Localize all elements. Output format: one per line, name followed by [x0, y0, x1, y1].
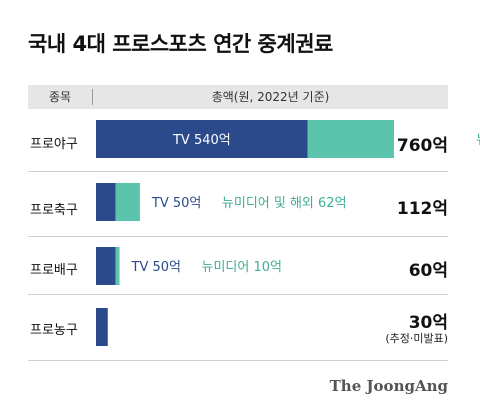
total-label-soccer: 112억 — [396, 199, 448, 219]
header-category: 종목 — [48, 90, 72, 104]
chart-title: 국내 4대 프로스포츠 연간 중계권료 — [28, 32, 333, 56]
row-label-soccer: 프로축구 — [30, 203, 78, 218]
total-label-baseball: 760억 — [396, 136, 448, 156]
header-divider — [92, 89, 93, 105]
total-label-basketball: 30억 — [408, 313, 448, 333]
row-label-basketball: 프로농구 — [30, 323, 78, 338]
tv-bar-baseball — [96, 120, 308, 158]
new-media-value-label-volleyball: 뉴미디어 10억 — [202, 260, 282, 275]
total-label-volleyball: 60억 — [408, 261, 448, 281]
new-media-value-label-soccer: 뉴미디어 및 해외 62억 — [222, 196, 347, 211]
tv-bar-basketball — [96, 308, 108, 346]
row-divider — [28, 171, 448, 172]
new-media-value-label-baseball: 뉴미디어 220억 — [476, 133, 480, 148]
row-label-volleyball: 프로배구 — [30, 263, 78, 278]
table-header: 종목 총액(원, 2022년 기준) — [28, 85, 448, 109]
new-media-bar-volleyball — [115, 247, 120, 285]
publisher-logo: The JoongAng — [329, 377, 448, 395]
tv-value-label-baseball: TV 540억 — [172, 133, 231, 148]
new-media-bar-baseball — [307, 120, 394, 158]
row-divider — [28, 294, 448, 295]
tv-bar-volleyball — [96, 247, 116, 285]
row-divider — [28, 360, 448, 361]
tv-value-label-soccer: TV 50억 — [151, 196, 201, 211]
estimate-note: (추정·미발표) — [385, 332, 448, 345]
row-label-baseball: 프로야구 — [30, 137, 78, 152]
tv-bar-soccer — [96, 183, 116, 221]
new-media-bar-soccer — [115, 183, 140, 221]
row-divider — [28, 236, 448, 237]
tv-value-label-volleyball: TV 50억 — [131, 260, 181, 275]
header-value: 총액(원, 2022년 기준) — [211, 90, 330, 104]
